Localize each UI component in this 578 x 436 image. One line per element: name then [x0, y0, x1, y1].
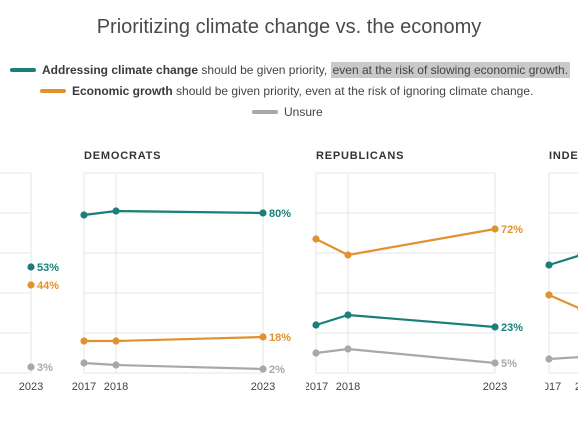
legend-text-economy: should be given priority, even at the ri…	[176, 84, 534, 98]
data-point-unsure	[491, 359, 499, 367]
end-label-unsure: 5%	[501, 358, 517, 370]
data-point-climate	[344, 311, 352, 319]
end-label-climate: 80%	[269, 208, 291, 220]
data-point-climate	[259, 209, 267, 217]
data-point-unsure	[344, 345, 352, 353]
data-point-economy	[112, 337, 120, 345]
data-point-economy	[545, 291, 553, 299]
panel-title: DEMOCRATS	[84, 150, 161, 162]
legend-highlight-climate: even at the risk of slowing economic gro…	[330, 62, 571, 78]
panel-republicans: REPUBLICANS 2017 2018 2023 23% 72% 5%	[304, 150, 523, 393]
data-point-unsure	[545, 355, 553, 363]
series-line-economy	[548, 293, 578, 309]
data-point-economy	[27, 281, 35, 289]
legend-swatch-climate	[10, 67, 36, 72]
x-tick-label: 2017	[72, 381, 96, 393]
end-label-unsure: 3%	[37, 362, 53, 374]
x-tick-label: 2023	[19, 381, 43, 393]
legend-series-climate: Addressing climate change	[42, 63, 199, 77]
series-line-climate	[548, 254, 578, 267]
series-line-climate	[315, 313, 496, 329]
x-tick-label: 2018	[336, 381, 360, 393]
legend-swatch-economy	[40, 88, 66, 93]
data-point-climate	[112, 207, 120, 215]
series-line-unsure	[548, 356, 578, 361]
legend-text-unsure: Unsure	[284, 105, 323, 119]
data-point-climate	[312, 321, 320, 329]
x-tick-label: 2018	[104, 381, 128, 393]
series-line-economy	[84, 335, 264, 343]
panel-democrats: DEMOCRATS 2017 2018 2023 80% 18% 2%	[72, 150, 291, 393]
data-point-unsure	[312, 349, 320, 357]
data-point-climate	[491, 323, 499, 331]
data-point-economy	[80, 337, 88, 345]
end-label-climate: 53%	[37, 262, 59, 274]
x-tick-label: 20	[575, 381, 578, 393]
data-point-unsure	[80, 359, 88, 367]
data-point-climate	[545, 261, 553, 269]
series-line-unsure	[83, 361, 264, 371]
x-tick-label: 2017	[537, 381, 561, 393]
panel-title: INDE	[549, 150, 578, 162]
data-point-climate	[27, 263, 35, 271]
end-label-economy: 44%	[37, 280, 59, 292]
legend-series-economy: Economic growth	[72, 84, 173, 98]
data-point-unsure	[112, 361, 120, 369]
x-tick-label: 2017	[304, 381, 328, 393]
data-point-economy	[312, 235, 320, 243]
legend-swatch-unsure	[252, 109, 278, 114]
panel-partial-0: 2023 53% 44% 3%	[0, 172, 59, 393]
data-point-climate	[80, 211, 88, 219]
legend-text-climate: should be given priority,	[201, 63, 328, 77]
legend-item-economy: Economic growth should be given priority…	[40, 84, 533, 98]
series-line-unsure	[315, 347, 496, 365]
end-label-economy: 18%	[269, 332, 291, 344]
end-label-economy: 72%	[501, 224, 523, 236]
data-point-economy	[344, 251, 352, 259]
x-tick-label: 2023	[483, 381, 507, 393]
x-tick-label: 2023	[251, 381, 275, 393]
legend-item-climate: Addressing climate change should be give…	[10, 62, 571, 78]
chart-title: Prioritizing climate change vs. the econ…	[96, 16, 482, 38]
legend-item-unsure: Unsure	[252, 105, 323, 119]
data-point-unsure	[27, 363, 35, 371]
end-label-unsure: 2%	[269, 364, 285, 376]
end-label-climate: 23%	[501, 322, 523, 334]
data-point-economy	[259, 333, 267, 341]
series-line-economy	[315, 227, 496, 257]
panel-title: REPUBLICANS	[316, 150, 404, 162]
data-point-unsure	[259, 365, 267, 373]
panel-inde: INDE 2017 20	[537, 150, 578, 393]
data-point-economy	[491, 225, 499, 233]
